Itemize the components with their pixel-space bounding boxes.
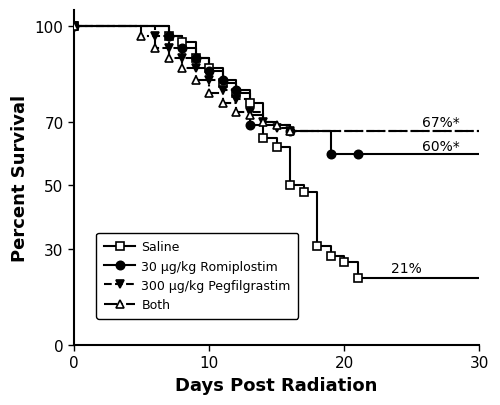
Text: 60%*: 60%*: [422, 139, 460, 153]
Text: 21%: 21%: [392, 262, 422, 276]
X-axis label: Days Post Radiation: Days Post Radiation: [176, 376, 378, 394]
Text: 67%*: 67%*: [422, 115, 460, 129]
Legend: Saline, 30 μg/kg Romiplostim, 300 μg/kg Pegfilgrastim, Both: Saline, 30 μg/kg Romiplostim, 300 μg/kg …: [96, 233, 298, 319]
Y-axis label: Percent Survival: Percent Survival: [11, 95, 29, 262]
